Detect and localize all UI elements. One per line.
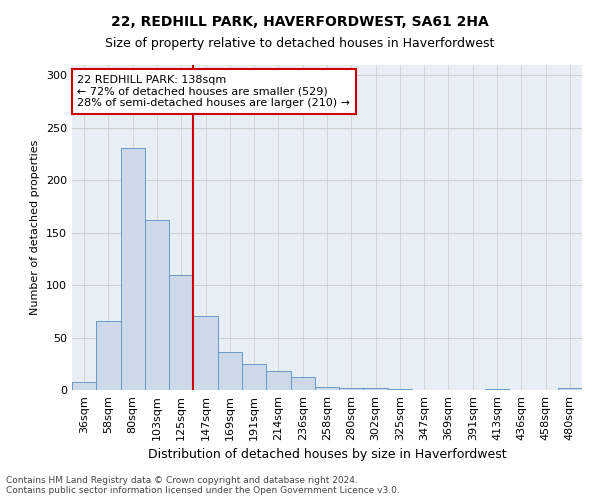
Bar (388, 389, 412, 390)
Bar (558, 388, 582, 390)
Bar (218, 352, 242, 390)
X-axis label: Distribution of detached houses by size in Haverfordwest: Distribution of detached houses by size … (148, 448, 506, 461)
Bar (266, 371, 290, 390)
Bar (485, 389, 509, 390)
Bar (169, 274, 193, 390)
Text: 22 REDHILL PARK: 138sqm
← 72% of detached houses are smaller (529)
28% of semi-d: 22 REDHILL PARK: 138sqm ← 72% of detache… (77, 74, 350, 108)
Bar (364, 388, 388, 390)
Bar (242, 364, 266, 390)
Bar (315, 387, 339, 390)
Text: Size of property relative to detached houses in Haverfordwest: Size of property relative to detached ho… (106, 38, 494, 51)
Bar (72, 382, 96, 390)
Bar (193, 316, 218, 390)
Y-axis label: Number of detached properties: Number of detached properties (31, 140, 40, 315)
Text: 22, REDHILL PARK, HAVERFORDWEST, SA61 2HA: 22, REDHILL PARK, HAVERFORDWEST, SA61 2H… (111, 15, 489, 29)
Bar (121, 148, 145, 390)
Text: Contains HM Land Registry data © Crown copyright and database right 2024.
Contai: Contains HM Land Registry data © Crown c… (6, 476, 400, 495)
Bar (339, 388, 364, 390)
Bar (96, 321, 121, 390)
Bar (290, 378, 315, 390)
Bar (145, 220, 169, 390)
